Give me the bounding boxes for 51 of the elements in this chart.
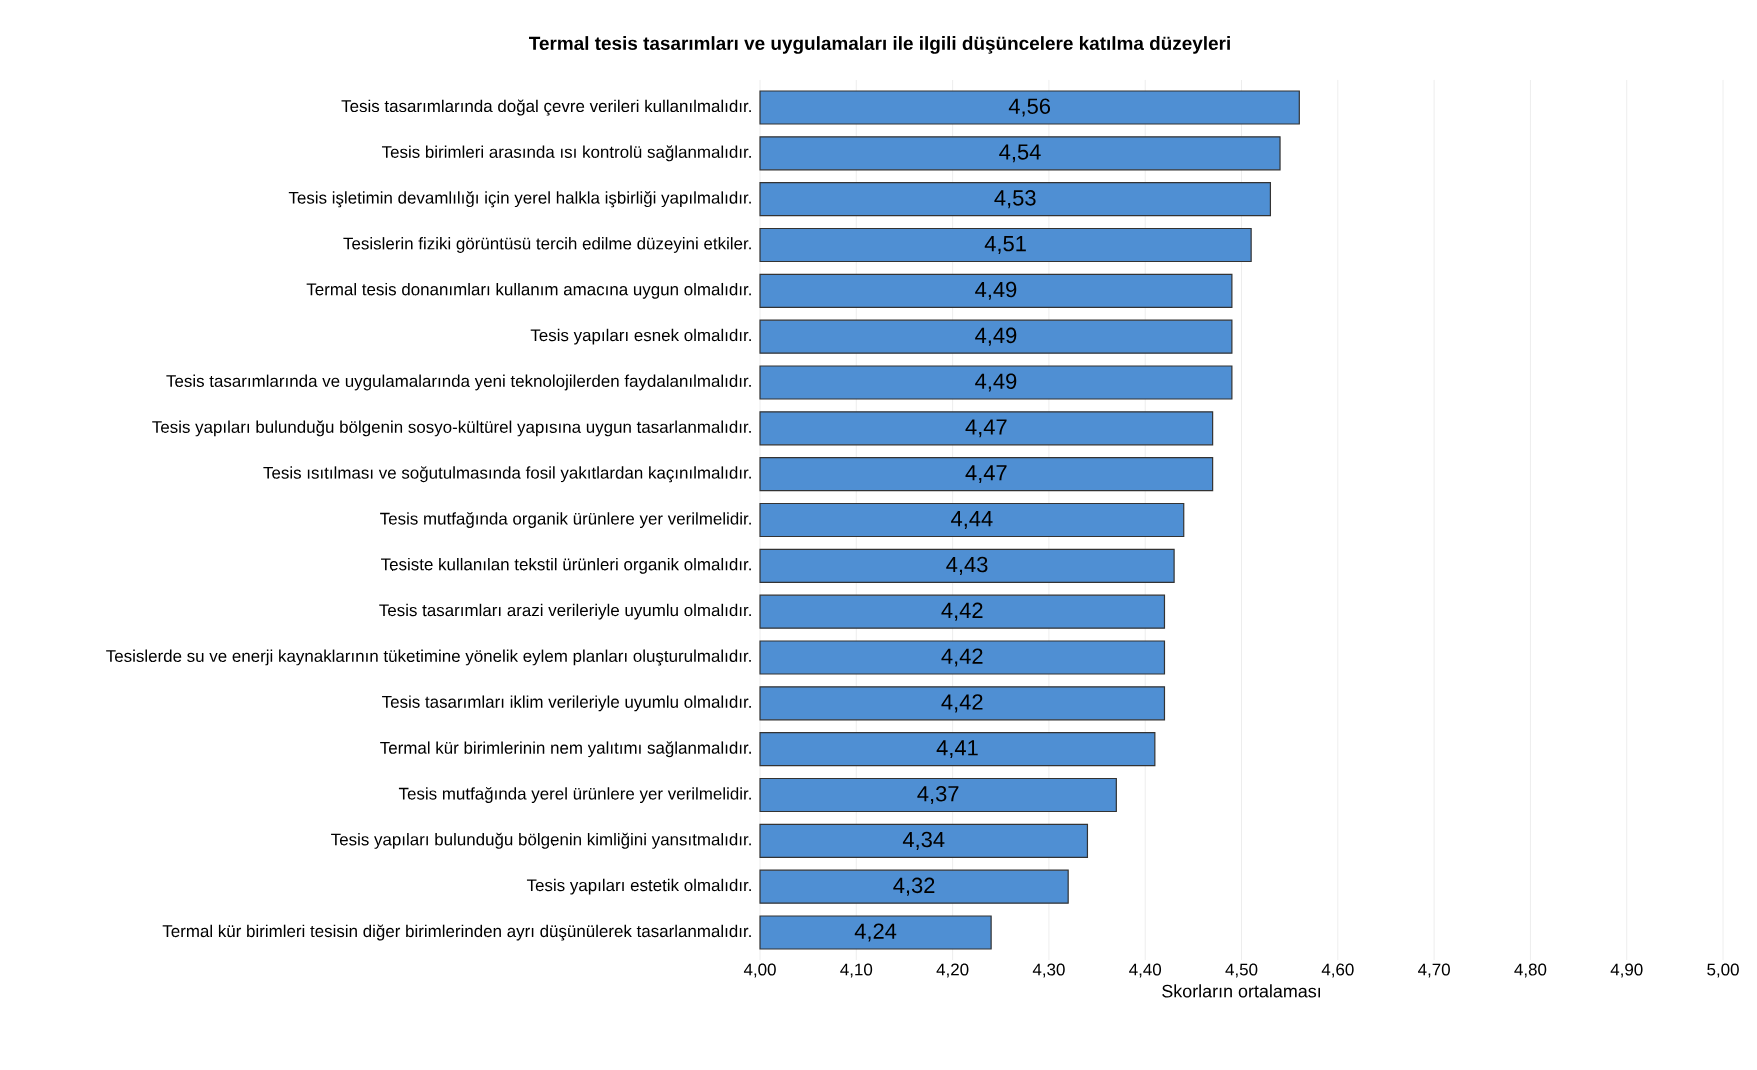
y-tick-label: Tesislerde su ve enerji kaynaklarının tüketimine yönelik eylem planları oluşturulmalıdır. [106, 649, 751, 666]
x-axis-title: Skorların ortalaması [1162, 984, 1321, 998]
data-label: 4,47 [965, 419, 1007, 438]
y-tick-label: Tesis tasarımları arazi verileriyle uyumlu olmalıdır. [379, 603, 751, 620]
y-tick-label: Tesis mutfağında organik ürünlere yer verilmelidir. [380, 512, 751, 528]
data-label: 4,49 [975, 327, 1017, 346]
x-tick-label: 4,80 [1514, 963, 1547, 978]
data-label: 4,41 [936, 740, 978, 759]
data-label: 4,49 [975, 281, 1017, 300]
x-tick-label: 4,50 [1225, 963, 1258, 978]
data-label: 4,44 [951, 511, 993, 529]
data-label: 4,56 [1008, 98, 1051, 117]
data-label: 4,54 [999, 144, 1041, 163]
data-label: 4,49 [975, 373, 1017, 392]
x-tick-label: 4,40 [1129, 963, 1162, 978]
y-tick-label: Tesis yapıları estetik olmalıdır. [526, 878, 751, 895]
y-tick-label: Tesis ısıtılması ve soğutulmasında fosil yakıtlardan kaçınılmalıdır. [263, 466, 751, 483]
x-tick-label: 4,60 [1321, 963, 1354, 978]
data-label: 4,37 [917, 785, 959, 805]
x-tick-label: 4,30 [1032, 963, 1065, 978]
data-label: 4,43 [946, 556, 988, 575]
y-tick-label: Tesis işletimin devamlılığı için yerel halkla işbirliği yapılmalıdır. [288, 191, 751, 208]
y-tick-label: Tesis yapıları bulunduğu bölgenin sosyo-kültürel yapısına uygun tasarlanmalıdır. [152, 420, 751, 437]
y-tick-label: Tesis tasarımlarında ve uygulamalarında yeni teknolojilerden faydalanılmalıdır. [166, 374, 751, 391]
x-tick-label: 4,10 [840, 963, 873, 978]
data-label: 4,47 [965, 465, 1007, 484]
y-tick-label: Tesis yapıları bulunduğu bölgenin kimliğini yansıtmalıdır. [331, 832, 751, 849]
x-tick-label: 4,20 [936, 963, 969, 978]
x-tick-label: 4,00 [743, 963, 776, 978]
chart-title: Termal tesis tasarımları ve uygulamaları ile ilgili düşüncelere katılma düzeyleri [529, 36, 1230, 54]
x-tick-label: 4,90 [1610, 963, 1643, 978]
x-tick-label: 4,70 [1418, 963, 1450, 978]
data-label: 4,32 [893, 877, 935, 896]
y-tick-label: Tesislerin fiziki görüntüsü tercih edilme düzeyini etkiler. [343, 237, 751, 253]
data-label: 4,53 [994, 190, 1036, 209]
data-label: 4,24 [854, 923, 897, 942]
data-label: 4,42 [941, 648, 983, 667]
y-tick-label: Termal tesis donanımları kullanım amacına uygun olmalıdır. [306, 282, 751, 299]
data-label: 4,51 [984, 236, 1026, 254]
y-tick-label: Termal kür birimlerinin nem yalıtımı sağlanmalıdır. [380, 741, 751, 758]
y-tick-label: Tesiste kullanılan tekstil ürünleri organik olmalıdır. [381, 557, 751, 574]
y-tick-label: Tesis yapıları esnek olmalıdır. [530, 328, 751, 345]
data-label: 4,34 [902, 831, 945, 850]
x-tick-label: 5,00 [1707, 963, 1739, 978]
y-tick-label: Tesis tasarımları iklim verileriyle uyumlu olmalıdır. [382, 695, 751, 712]
y-tick-label: Tesis birimleri arasında ısı kontrolü sağlanmalıdır. [381, 145, 751, 162]
data-label: 4,42 [941, 602, 983, 621]
y-tick-label: Tesis tasarımlarında doğal çevre verileri kullanılmalıdır. [341, 99, 751, 116]
data-label: 4,42 [941, 694, 983, 713]
y-tick-label: Termal kür birimleri tesisin diğer birimlerinden ayrı düşünülerek tasarlanmalıdır. [162, 924, 751, 941]
y-tick-label: Tesis mutfağında yerel ürünlere yer verilmelidir. [398, 787, 751, 804]
